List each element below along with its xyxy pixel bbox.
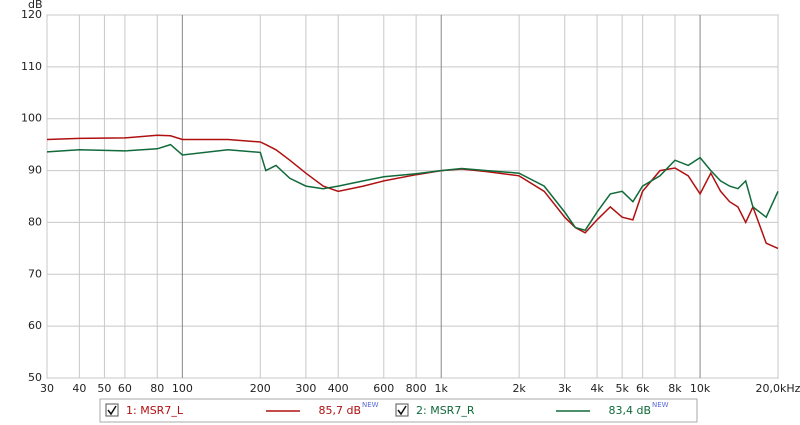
x-tick-label: 30 xyxy=(40,382,54,395)
x-tick-label: 5k xyxy=(615,382,629,395)
x-tick-label: 600 xyxy=(373,382,394,395)
y-tick-label: 120 xyxy=(21,8,42,21)
x-tick-label: 300 xyxy=(295,382,316,395)
legend-level: 85,7 dB xyxy=(318,404,361,417)
x-tick-label: 50 xyxy=(97,382,111,395)
y-tick-label: 50 xyxy=(28,371,42,384)
x-tick-label: 20,0kHz xyxy=(756,382,800,395)
legend-badge: NEW xyxy=(652,401,669,409)
y-tick-label: 110 xyxy=(21,60,42,73)
legend-name: 2: MSR7_R xyxy=(416,404,475,417)
y-tick-label: 90 xyxy=(28,164,42,177)
x-tick-label: 80 xyxy=(150,382,164,395)
x-tick-label: 6k xyxy=(636,382,650,395)
legend-name: 1: MSR7_L xyxy=(126,404,184,417)
x-tick-label: 40 xyxy=(72,382,86,395)
checkbox-tick xyxy=(107,405,117,416)
legend-checkbox[interactable] xyxy=(105,403,119,417)
series-line xyxy=(46,143,779,232)
plot-area xyxy=(46,14,779,379)
x-tick-label: 2k xyxy=(512,382,526,395)
x-tick-label: 100 xyxy=(172,382,193,395)
x-tick-label: 400 xyxy=(328,382,349,395)
x-tick-label: 200 xyxy=(250,382,271,395)
legend-level: 83,4 dB xyxy=(608,404,651,417)
y-tick-label: 100 xyxy=(21,112,42,125)
legend-checkbox[interactable] xyxy=(395,403,409,417)
series-line xyxy=(46,134,779,250)
x-tick-label: 1k xyxy=(435,382,449,395)
y-tick-label: 80 xyxy=(28,215,42,228)
x-tick-label: 3k xyxy=(558,382,572,395)
checkbox-tick xyxy=(397,405,407,416)
x-tick-label: 10k xyxy=(690,382,711,395)
y-tick-label: 70 xyxy=(28,267,42,280)
x-tick-label: 8k xyxy=(668,382,682,395)
x-tick-label: 60 xyxy=(118,382,132,395)
x-tick-label: 800 xyxy=(406,382,427,395)
y-axis-label: dB xyxy=(28,0,43,11)
x-tick-label: 4k xyxy=(590,382,604,395)
y-tick-label: 60 xyxy=(28,319,42,332)
legend-badge: NEW xyxy=(362,401,379,409)
